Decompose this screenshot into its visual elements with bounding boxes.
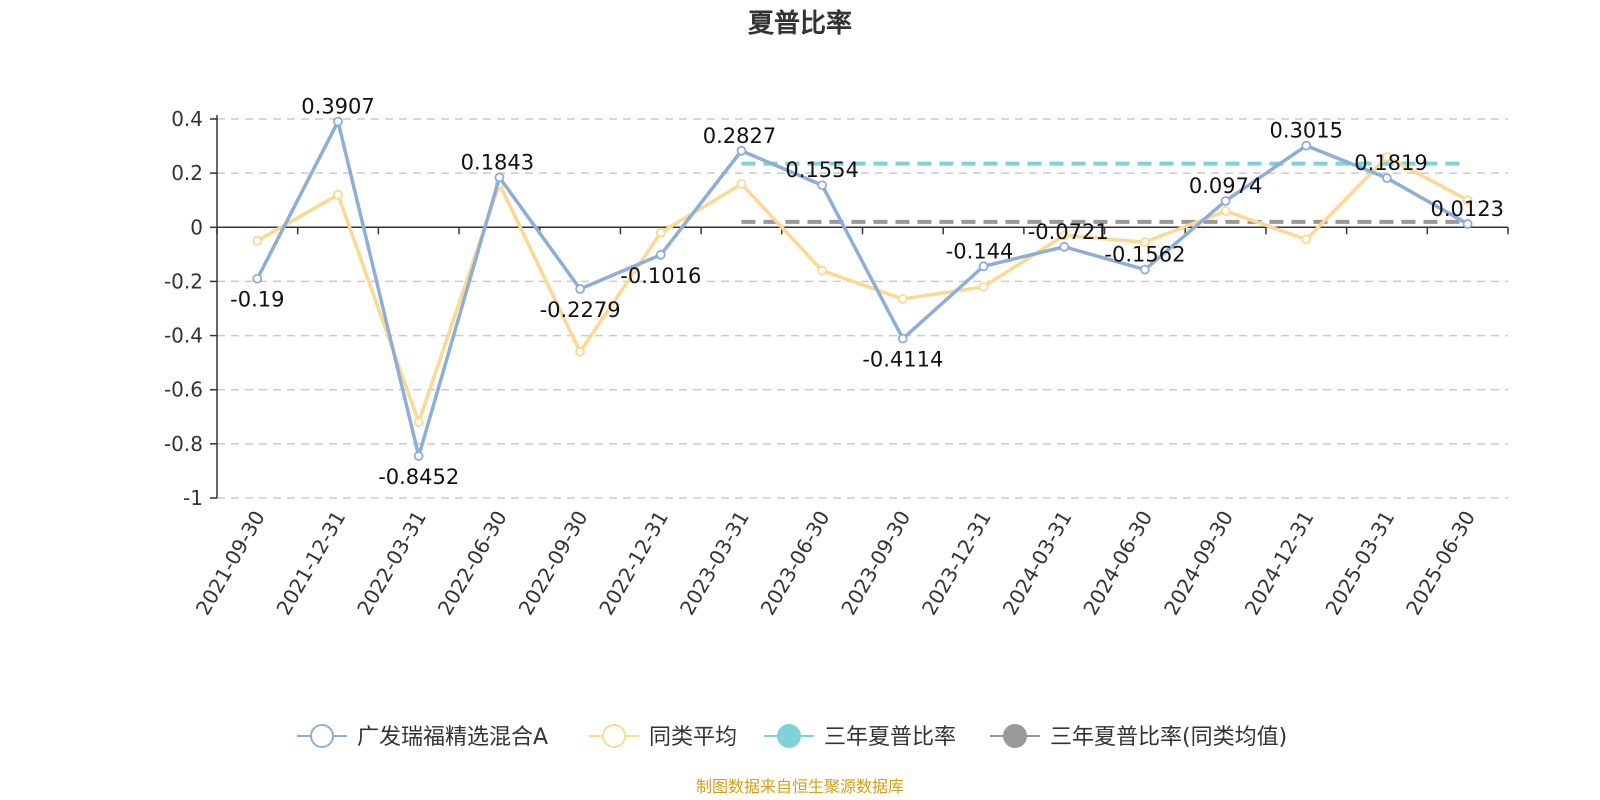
- data-label: -0.8452: [378, 465, 459, 489]
- x-tick-label: 2024-09-30: [1159, 507, 1238, 620]
- y-tick-label: -1: [183, 486, 203, 510]
- data-label: 0.0123: [1431, 197, 1504, 221]
- grid: [217, 118, 1508, 499]
- y-tick-label: -0.6: [164, 378, 203, 402]
- legend-label: 广发瑞福精选混合A: [357, 725, 548, 750]
- chart-title: 夏普比率: [748, 8, 852, 39]
- x-tick-label: 2024-06-30: [1078, 507, 1157, 620]
- x-tick-label: 2022-09-30: [514, 507, 593, 620]
- data-point: [333, 116, 343, 127]
- legend-swatch-marker: [1003, 724, 1027, 748]
- legend-swatch-marker: [777, 724, 801, 748]
- y-tick-label: 0.4: [171, 107, 203, 131]
- data-point: [655, 249, 666, 260]
- y-axis-ticks: 0.4 0.2 0 -0.2 -0.4 -0.6 -0.8 -1: [164, 107, 203, 510]
- legend-label: 三年夏普比率: [824, 725, 956, 750]
- series-lines: [252, 116, 1473, 461]
- data-point: [978, 281, 989, 292]
- x-axis-ticks: 2021-09-30 2021-12-31 2022-03-31 2022-06-30…: [191, 507, 1480, 620]
- data-label: -0.144: [946, 239, 1014, 263]
- data-label: 0.1843: [461, 150, 534, 174]
- data-point: [1220, 206, 1231, 216]
- x-tick-label: 2021-12-31: [271, 507, 350, 620]
- data-label: 0.3907: [301, 95, 374, 119]
- x-tick-label: 2024-03-31: [998, 507, 1077, 620]
- data-point: [252, 235, 263, 246]
- data-point: [1382, 151, 1392, 162]
- x-tick-label: 2023-12-31: [917, 507, 996, 620]
- x-tick-label: 2025-03-31: [1320, 507, 1399, 620]
- data-point: [1301, 234, 1312, 245]
- data-point: [1140, 237, 1150, 248]
- data-point: [817, 180, 828, 191]
- y-tick-label: -0.8: [164, 432, 203, 456]
- data-point: [252, 273, 263, 284]
- axes: [210, 115, 1509, 499]
- data-point: [897, 294, 908, 304]
- data-labels: -0.19 0.3907 -0.8452 0.1843 -0.2279 -0.1016 0.…: [230, 95, 1504, 490]
- data-point: [897, 333, 908, 344]
- y-tick-label: 0.2: [171, 161, 203, 185]
- data-point: [575, 284, 585, 294]
- x-tick-label: 2024-12-31: [1240, 507, 1319, 620]
- source-note: 制图数据来自恒生聚源数据库: [696, 777, 904, 796]
- data-point: [1382, 173, 1392, 183]
- data-point: [494, 172, 505, 183]
- data-label: -0.2279: [540, 298, 621, 322]
- data-point: [1059, 241, 1070, 252]
- data-label: -0.1562: [1104, 243, 1185, 267]
- data-point: [736, 145, 747, 156]
- data-label: 0.0974: [1189, 174, 1262, 198]
- data-point: [575, 346, 585, 357]
- x-tick-label: 2023-06-30: [756, 507, 835, 620]
- x-tick-label: 2023-03-31: [675, 507, 754, 620]
- data-point: [817, 265, 828, 276]
- x-tick-label: 2025-06-30: [1401, 507, 1480, 620]
- data-point: [1462, 195, 1473, 206]
- data-label: 0.1554: [785, 158, 858, 182]
- data-point: [413, 451, 424, 461]
- legend-swatch-marker: [310, 724, 334, 748]
- data-point: [1301, 140, 1312, 151]
- data-point: [1059, 230, 1070, 241]
- legend-label: 三年夏普比率(同类均值): [1050, 725, 1287, 750]
- legend-swatch-marker: [602, 724, 626, 748]
- x-tick-label: 2022-12-31: [594, 507, 673, 620]
- legend: 广发瑞福精选混合A 同类平均 三年夏普比率 三年夏普比率(同类均值): [297, 724, 1287, 750]
- data-label: 0.2827: [703, 124, 776, 148]
- data-point: [1220, 196, 1231, 206]
- x-tick-label: 2023-09-30: [836, 507, 915, 620]
- y-tick-label: -0.2: [164, 269, 203, 293]
- x-tick-label: 2021-09-30: [191, 507, 270, 620]
- data-point: [1140, 264, 1150, 275]
- x-tick-label: 2022-06-30: [433, 507, 512, 620]
- y-tick-label: -0.4: [164, 324, 203, 348]
- data-point: [1462, 219, 1473, 229]
- data-label: -0.4114: [862, 348, 943, 372]
- data-label: -0.0721: [1028, 220, 1109, 244]
- data-label: -0.1016: [620, 264, 701, 288]
- legend-label: 同类平均: [649, 725, 737, 750]
- x-tick-label: 2022-03-31: [352, 507, 431, 620]
- data-point: [413, 417, 424, 428]
- series-line: [256, 155, 1469, 424]
- data-point: [655, 227, 666, 238]
- data-label: 0.3015: [1270, 119, 1343, 143]
- data-point: [333, 189, 343, 200]
- y-tick-label: 0: [190, 215, 203, 239]
- data-point: [736, 179, 747, 189]
- data-point: [978, 261, 989, 272]
- data-label: 0.1819: [1354, 151, 1427, 175]
- data-label: -0.19: [230, 288, 284, 312]
- series-line: [255, 119, 1469, 458]
